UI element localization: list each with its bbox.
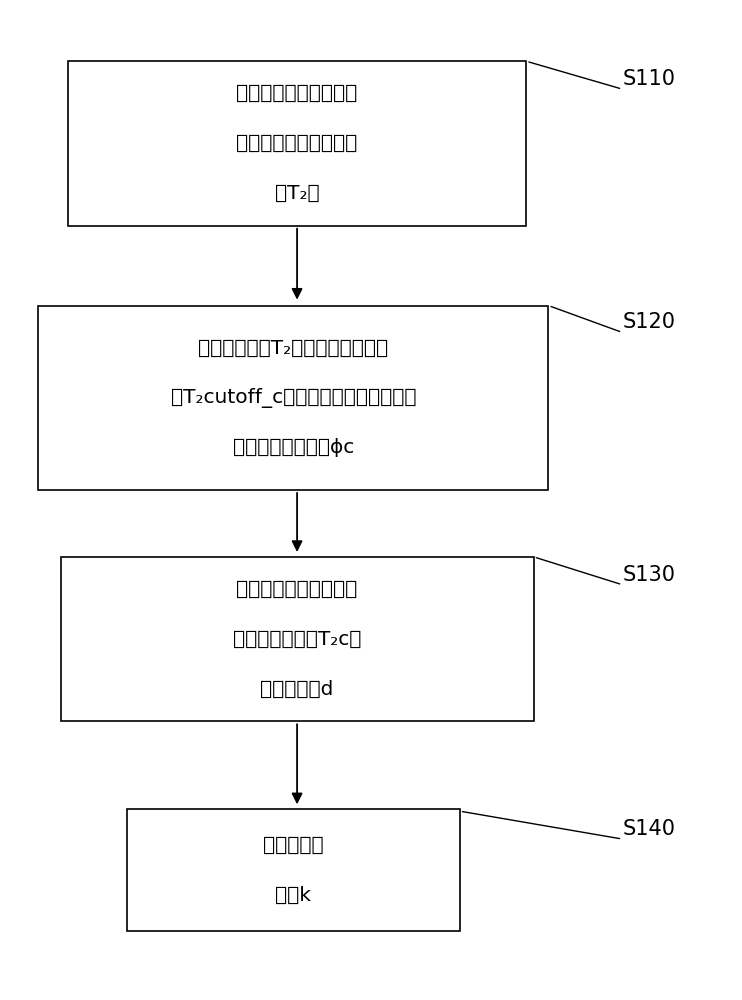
Text: 算割理宽度d: 算割理宽度d xyxy=(260,679,334,698)
Text: 值T₂cutoff_c计算煤样的割理孔隙对应: 值T₂cutoff_c计算煤样的割理孔隙对应 xyxy=(171,388,416,408)
FancyBboxPatch shape xyxy=(127,809,460,931)
Text: 基于核磁共振T₂谱割理孔隙的截止: 基于核磁共振T₂谱割理孔隙的截止 xyxy=(198,338,389,357)
FancyBboxPatch shape xyxy=(68,61,526,226)
Text: S140: S140 xyxy=(623,819,675,839)
Text: 透率k: 透率k xyxy=(275,885,312,904)
Text: 振T₂谱: 振T₂谱 xyxy=(275,184,319,203)
Text: 计算割理渗: 计算割理渗 xyxy=(263,836,324,855)
FancyBboxPatch shape xyxy=(39,306,548,490)
Text: 对煤心样品进行核磁共: 对煤心样品进行核磁共 xyxy=(237,84,358,103)
Text: 的核磁区间孔隙度ϕc: 的核磁区间孔隙度ϕc xyxy=(233,438,354,457)
Text: S120: S120 xyxy=(623,312,675,332)
Text: 的横向弛豫时间T₂c计: 的横向弛豫时间T₂c计 xyxy=(233,630,361,649)
Text: 振实验，测量其核磁共: 振实验，测量其核磁共 xyxy=(237,134,358,153)
Text: 基于割理孔隙谱峰对应: 基于割理孔隙谱峰对应 xyxy=(237,580,358,599)
FancyBboxPatch shape xyxy=(61,557,533,721)
Text: S110: S110 xyxy=(623,69,675,89)
Text: S130: S130 xyxy=(623,565,675,585)
